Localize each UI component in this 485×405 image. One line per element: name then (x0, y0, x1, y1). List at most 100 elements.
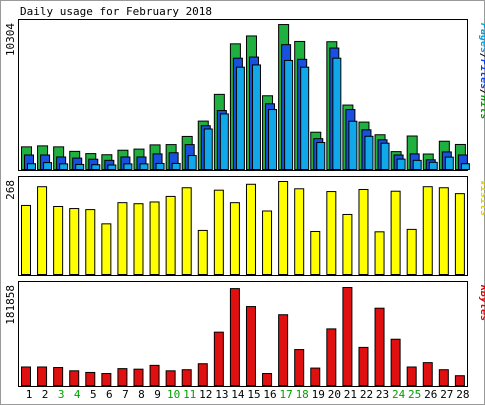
bar-visits-day-2 (37, 186, 48, 276)
bar-pages-day-11 (187, 155, 197, 170)
x-tick-label: 14 (231, 388, 245, 401)
bar-kbytes-day-2 (37, 366, 48, 387)
x-tick-label: 1 (26, 388, 33, 401)
legend: Visits (478, 180, 485, 216)
bar-visits-day-10 (165, 195, 176, 276)
legend-entry: Visits (478, 180, 485, 216)
bar-pages-day-28 (460, 163, 470, 170)
bar-pages-day-21 (348, 120, 358, 170)
bar-kbytes-day-12 (197, 363, 208, 386)
bar-kbytes-day-5 (85, 371, 96, 387)
x-tick-label: 18 (296, 388, 309, 401)
x-tick-label: 23 (376, 388, 389, 401)
bar-pages-day-12 (203, 128, 213, 170)
bar-visits-day-26 (422, 186, 433, 276)
bar-kbytes-day-19 (310, 367, 321, 386)
bar-pages-day-25 (412, 159, 422, 171)
bar-visits-day-11 (181, 187, 192, 275)
bar-kbytes-day-6 (101, 373, 112, 386)
bar-visits-day-7 (117, 202, 128, 275)
x-tick-label: 2 (42, 388, 49, 401)
x-tick-label: 8 (138, 388, 145, 401)
legend-entry: Hits (478, 94, 485, 119)
bar-pages-day-26 (428, 161, 438, 171)
bar-pages-day-22 (364, 135, 374, 170)
x-tick-label: 7 (122, 388, 129, 401)
bar-kbytes-day-28 (454, 375, 465, 386)
bar-visits-day-3 (53, 205, 64, 275)
bar-pages-day-13 (219, 113, 229, 170)
bar-kbytes-day-26 (422, 362, 433, 387)
bar-kbytes-day-20 (326, 328, 337, 386)
bar-pages-day-27 (444, 156, 454, 170)
legend: Pages/Files/Hits (478, 23, 485, 119)
bar-kbytes-day-7 (117, 368, 128, 387)
x-tick-label: 9 (154, 388, 161, 401)
bar-visits-day-25 (406, 228, 417, 275)
bar-visits-day-16 (262, 210, 273, 275)
x-tick-label: 20 (328, 388, 341, 401)
x-tick-label: 10 (167, 388, 180, 401)
chart-title: Daily usage for February 2018 (20, 5, 212, 18)
bar-pages-day-1 (27, 163, 36, 170)
bar-pages-day-24 (396, 158, 406, 170)
bar-visits-day-15 (245, 183, 256, 275)
bar-pages-day-17 (284, 59, 294, 170)
bar-pages-day-18 (300, 66, 310, 170)
bar-kbytes-day-27 (438, 369, 449, 386)
x-tick-label: 24 (392, 388, 406, 401)
bar-visits-day-6 (101, 223, 112, 275)
bar-pages-day-8 (139, 163, 149, 171)
legend-entry: KBytes (478, 284, 485, 321)
bar-pages-day-23 (380, 142, 390, 171)
x-tick-label: 4 (74, 388, 81, 401)
bar-visits-day-24 (390, 190, 401, 275)
bar-kbytes-day-3 (53, 367, 64, 386)
x-tick-label: 12 (199, 388, 212, 401)
bar-visits-day-23 (374, 231, 385, 276)
panel-kbytes: 181858 KBytes (4, 281, 485, 387)
bar-visits-day-27 (438, 187, 449, 275)
bar-pages-day-19 (316, 141, 326, 171)
bar-kbytes-day-16 (262, 373, 273, 386)
bar-visits-day-13 (213, 189, 224, 275)
legend: KBytes (478, 284, 485, 321)
x-tick-label: 3 (58, 388, 65, 401)
bar-visits-day-12 (197, 229, 208, 276)
bar-kbytes-day-18 (294, 349, 305, 386)
bar-kbytes-day-17 (278, 314, 289, 386)
x-tick-label: 27 (440, 388, 453, 401)
bar-kbytes-day-22 (358, 346, 369, 386)
bar-kbytes-day-8 (133, 368, 144, 387)
bar-visits-day-18 (294, 188, 305, 275)
bar-kbytes-day-13 (213, 331, 224, 387)
bar-visits-day-4 (69, 208, 80, 276)
bar-visits-day-21 (342, 213, 353, 275)
bar-pages-day-14 (235, 66, 245, 170)
bar-visits-day-14 (229, 202, 240, 275)
bar-kbytes-day-23 (374, 307, 385, 387)
bar-pages-day-2 (43, 162, 53, 170)
bar-kbytes-day-11 (181, 369, 192, 386)
bar-kbytes-day-15 (245, 306, 256, 386)
legend-entry: Pages (478, 23, 485, 53)
bar-visits-day-1 (21, 204, 31, 275)
bar-kbytes-day-9 (149, 364, 160, 386)
legend-entry: / (478, 89, 485, 95)
bar-visits-day-5 (85, 209, 96, 276)
bar-kbytes-day-4 (69, 370, 80, 387)
panel-visits: 268 Visits (4, 176, 485, 276)
x-tick-label: 6 (106, 388, 113, 401)
bar-kbytes-day-10 (165, 370, 176, 387)
legend-entry: Files (478, 59, 485, 89)
bar-visits-day-8 (133, 203, 144, 275)
x-tick-label: 15 (247, 388, 260, 401)
x-tick-label: 5 (90, 388, 97, 401)
x-tick-label: 21 (344, 388, 357, 401)
bar-visits-day-9 (149, 201, 160, 275)
bar-visits-day-19 (310, 230, 321, 276)
x-tick-label: 16 (263, 388, 276, 401)
x-tick-label: 28 (456, 388, 469, 401)
